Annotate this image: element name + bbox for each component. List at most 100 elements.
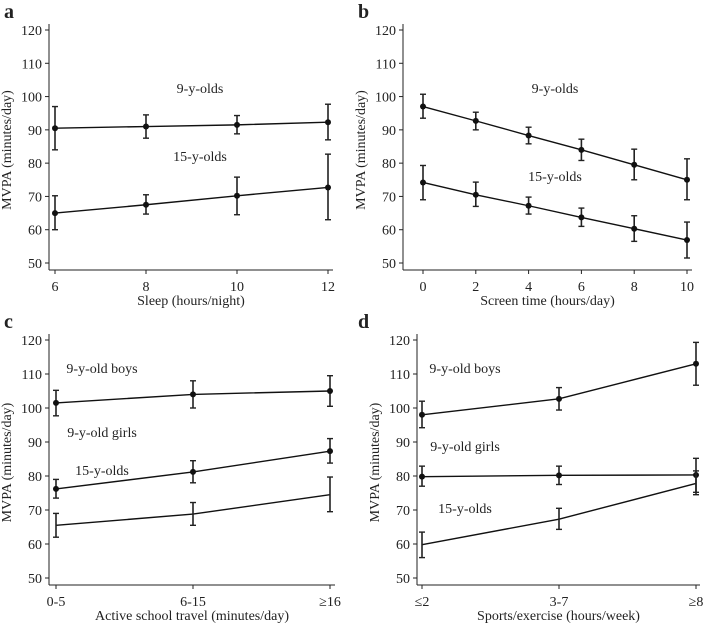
y-tick-label: 70 <box>382 190 396 205</box>
x-axis-label: Active school travel (minutes/day) <box>95 609 289 624</box>
y-tick-label: 60 <box>396 538 410 553</box>
data-point <box>556 472 562 479</box>
y-tick-label: 50 <box>396 572 410 587</box>
panel-letter: a <box>4 1 14 23</box>
x-tick-label: 6-15 <box>180 595 206 610</box>
series-label: 15-y-olds <box>438 502 492 517</box>
x-tick-label: 0-5 <box>47 595 66 610</box>
data-point <box>327 388 333 394</box>
y-tick-label: 60 <box>28 224 42 239</box>
y-tick-label: 90 <box>382 124 396 139</box>
data-point <box>190 391 196 398</box>
series-label: 15-y-olds <box>528 170 582 185</box>
series-line <box>422 105 688 181</box>
y-tick-label: 120 <box>389 334 410 349</box>
y-tick-label: 110 <box>376 57 396 72</box>
x-tick-label: ≥16 <box>319 595 341 610</box>
x-tick-label: 6 <box>578 280 585 295</box>
data-point <box>234 192 240 199</box>
data-point <box>472 191 479 198</box>
y-tick-label: 100 <box>21 402 42 417</box>
panel-b: b 50 60 70 80 90 100 110 120 0 2 4 6 8 10 Screen time (… <box>354 1 694 309</box>
y-tick-label: 100 <box>375 91 396 106</box>
data-point <box>578 214 585 221</box>
data-point <box>52 210 58 217</box>
y-tick-label: 90 <box>396 436 410 451</box>
x-tick-label: 8 <box>631 280 638 295</box>
data-point <box>325 184 331 191</box>
x-tick-label: 12 <box>321 280 335 295</box>
series-15-y-olds: 15-y-olds <box>420 164 690 259</box>
data-point <box>143 201 149 208</box>
y-tick-label: 110 <box>22 368 42 383</box>
data-point <box>419 473 425 480</box>
data-point <box>143 123 149 130</box>
y-tick-label: 90 <box>28 436 42 451</box>
y-tick-label: 60 <box>382 224 396 239</box>
x-tick-label: 6 <box>52 280 59 295</box>
data-point <box>190 468 196 475</box>
data-point <box>631 225 638 232</box>
data-point <box>684 176 690 183</box>
series-9-y-olds: 9-y-olds <box>420 82 690 201</box>
data-point <box>234 121 240 128</box>
series-line <box>54 186 329 214</box>
y-tick-label: 120 <box>21 24 42 39</box>
series-9-y-old-boys: 9-y-old boys <box>53 362 333 417</box>
data-point <box>631 161 638 168</box>
panel-a: a 50 60 70 80 90 100 110 120 6 8 10 12 Sleep (hours/n… <box>0 1 335 309</box>
y-tick-label: 110 <box>390 368 410 383</box>
data-point <box>53 485 59 492</box>
y-tick-label: 120 <box>21 334 42 349</box>
panel-d: d 50 60 70 80 90 100 110 120 ≤2 3-7 ≥8 Sports/exerci… <box>358 311 703 624</box>
series-15-y-olds: 15-y-olds <box>419 470 699 559</box>
x-axis-label: Sleep (hours/night) <box>137 294 245 309</box>
series-label: 9-y-old boys <box>429 362 500 377</box>
series-9-y-old-girls: 9-y-old girls <box>419 440 699 494</box>
y-axis-label: MVPA (minutes/day) <box>0 90 15 210</box>
data-point <box>327 448 333 455</box>
series-15-y-olds: 15-y-olds <box>53 464 333 538</box>
y-tick-label: 70 <box>28 504 42 519</box>
x-tick-label: 2 <box>472 280 479 295</box>
y-tick-label: 80 <box>382 157 396 172</box>
y-tick-label: 100 <box>21 91 42 106</box>
data-point <box>52 125 58 132</box>
y-tick-label: 60 <box>28 538 42 553</box>
series-label: 9-y-olds <box>532 82 579 97</box>
x-tick-label: 4 <box>525 280 532 295</box>
data-point <box>525 132 532 139</box>
panel-letter: d <box>358 311 369 333</box>
y-axis-label: MVPA (minutes/day) <box>368 402 383 522</box>
data-point <box>419 411 425 418</box>
y-tick-label: 120 <box>375 24 396 39</box>
y-tick-label: 70 <box>396 504 410 519</box>
x-tick-label: 10 <box>230 280 244 295</box>
y-axis-label: MVPA (minutes/day) <box>0 402 15 522</box>
series-9-y-old-boys: 9-y-old boys <box>419 341 699 429</box>
series-label: 9-y-olds <box>177 82 224 97</box>
data-point <box>420 179 426 186</box>
series-15-y-olds: 15-y-olds <box>52 150 331 231</box>
x-tick-label: 8 <box>143 280 150 295</box>
series-label: 9-y-old girls <box>67 426 137 441</box>
y-tick-label: 80 <box>28 470 42 485</box>
y-tick-label: 50 <box>28 257 42 272</box>
series-line <box>422 181 688 241</box>
x-tick-label: 3-7 <box>550 595 569 610</box>
data-point <box>556 395 562 402</box>
x-axis-label: Sports/exercise (hours/week) <box>477 609 640 624</box>
data-point <box>420 103 426 110</box>
y-tick-label: 50 <box>28 572 42 587</box>
y-tick-label: 50 <box>382 257 396 272</box>
x-tick-label: ≥8 <box>689 595 704 610</box>
data-point <box>53 399 59 406</box>
data-point <box>325 119 331 126</box>
panel-c: c 50 60 70 80 90 100 110 120 0-5 6-15 ≥16 Active sch… <box>0 311 341 624</box>
y-tick-label: 100 <box>389 402 410 417</box>
data-point <box>472 117 479 124</box>
series-label: 15-y-olds <box>75 464 129 479</box>
series-9-y-old-girls: 9-y-old girls <box>53 426 333 499</box>
x-tick-label: ≤2 <box>415 595 430 610</box>
